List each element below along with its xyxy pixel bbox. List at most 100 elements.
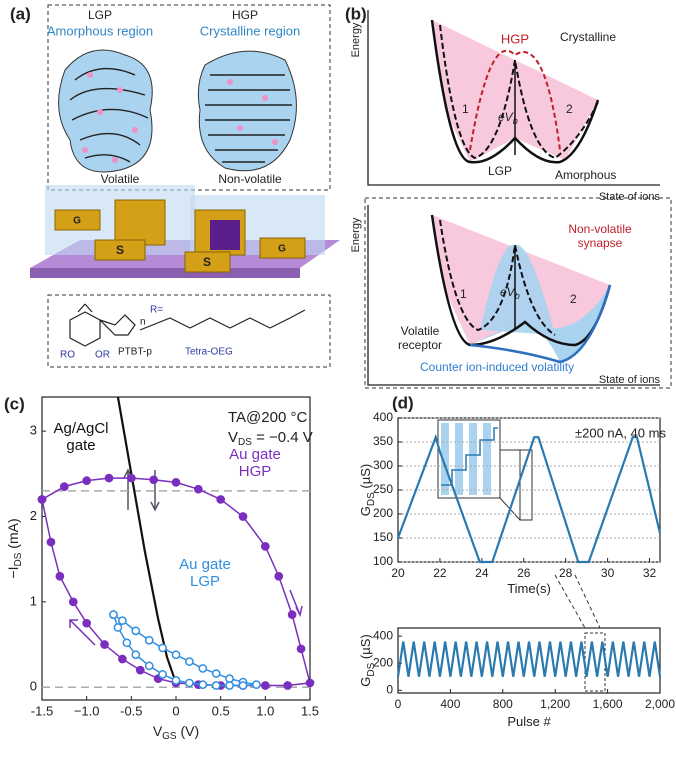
hgp-label: HGP: [232, 8, 258, 22]
polymer-label: PTBT-p: [118, 347, 152, 358]
point: [46, 537, 56, 547]
x-tick-label: 30: [601, 566, 615, 580]
inset-steps: [441, 427, 498, 486]
volatility-curve: [469, 284, 612, 364]
energy-curve: [430, 214, 612, 347]
y-tick-label: 400: [373, 628, 393, 642]
x-tick-label: −1.0: [74, 703, 100, 718]
series-line: [112, 614, 257, 687]
y-tick-label: 200: [373, 506, 393, 520]
lgp-label: LGP: [488, 164, 512, 178]
ylabel-part: DS: [366, 662, 377, 676]
panel-b-top: Energy State of ions HGP Crystalline 1 2…: [350, 10, 661, 203]
sweep-arrows: [69, 589, 303, 646]
y-tick-label: 400: [373, 410, 393, 424]
point: [149, 475, 159, 485]
annotation_vds-part: V: [228, 429, 238, 446]
y-tick-label: 150: [373, 530, 393, 544]
ions: [82, 72, 278, 163]
point: [131, 626, 141, 636]
gate-label: G: [278, 244, 286, 255]
barrier-label: eVb: [498, 110, 518, 126]
xlabel-part: (V): [177, 723, 200, 739]
plot-frame: [397, 627, 661, 694]
x-tick-label: 2,000: [645, 697, 675, 711]
counter-label: Counter ion-induced volatility: [420, 360, 574, 374]
point: [158, 643, 167, 653]
state-label: State of ions: [599, 191, 661, 203]
y-tick-label: 0: [386, 682, 393, 696]
point: [118, 654, 127, 664]
x-tick-label: 22: [433, 566, 447, 580]
chem-box: [47, 294, 331, 368]
point: [296, 644, 306, 654]
x-tick-label: 1,200: [540, 697, 570, 711]
x-tick-label: 0.5: [212, 703, 230, 718]
point: [171, 650, 181, 660]
panel-label: (a): [10, 4, 31, 23]
barrier-text: eV: [500, 285, 516, 299]
ylabel-part: (µS): [358, 634, 373, 662]
x-tick-label: 32: [643, 566, 657, 580]
well-1: 1: [460, 287, 467, 301]
panel-a: LGP HGP Amorphous region Crystalline reg…: [30, 4, 340, 368]
source-label: S: [116, 243, 124, 257]
y-tick-label: 350: [373, 434, 393, 448]
axes: [367, 10, 660, 186]
sweep-arrows: [123, 468, 160, 512]
or-label: OR: [95, 350, 110, 361]
xlabel-part: Time(s): [507, 581, 551, 596]
point: [37, 495, 47, 504]
inset-stripes: [441, 423, 491, 495]
crystalline-label: Crystalline: [560, 30, 616, 44]
y-tick-label: 2: [30, 508, 37, 523]
ylabel: GDS (µS): [358, 464, 376, 516]
xlabel-part: Pulse #: [507, 714, 551, 729]
blue-region: [470, 285, 610, 362]
y-tick-label: 100: [373, 554, 393, 568]
hgp-label: HGP: [501, 31, 529, 46]
point: [211, 681, 221, 690]
ylabel-part: (mA): [5, 518, 21, 552]
point: [185, 678, 194, 688]
energy-label: Energy: [350, 217, 362, 252]
energy-label: Energy: [350, 22, 362, 57]
crystalline-blob: [197, 50, 297, 172]
nonvolatile-label: Non-volatile: [218, 172, 282, 186]
panel-b-bottom: Energy State of ions Non-volatile synapse…: [350, 197, 672, 389]
point: [68, 597, 78, 607]
point: [274, 571, 284, 581]
ylabel-part: DS: [13, 552, 24, 566]
panel-label: (d): [392, 393, 414, 412]
point: [225, 681, 234, 690]
dashed-curve: [439, 219, 556, 336]
x-tick-label: 1,600: [593, 697, 623, 711]
ylabel: −IDS (mA): [5, 518, 24, 578]
receptor-label: Volatile receptor: [398, 324, 442, 352]
zoom-box: [47, 4, 331, 191]
chart: 0 1 2 3 -1.5 −1.0 -0.5 0 0.5 1.0 1.5: [30, 396, 319, 718]
ylabel-part: G: [358, 677, 373, 687]
amorphous-blob: [58, 49, 153, 173]
synapse-label: Non-volatile synapse: [568, 222, 632, 250]
y-tick-label: 0: [30, 679, 37, 694]
ylabel-part: G: [358, 506, 373, 516]
point: [260, 681, 270, 690]
series-line: [116, 396, 178, 684]
xlabel-part: GS: [162, 731, 177, 742]
xlabel: VGS (V): [153, 723, 199, 742]
source-label: S: [203, 255, 211, 269]
x-tick-label: 400: [440, 697, 460, 711]
point: [185, 657, 194, 666]
amorphous-label: Amorphous region: [47, 23, 153, 38]
panel-box: [364, 197, 672, 389]
point: [198, 664, 208, 673]
panel-label: (c): [4, 394, 25, 413]
x-tick-label: 20: [391, 566, 405, 580]
point: [260, 542, 270, 551]
well-2: 2: [570, 292, 577, 306]
xlabel: Time(s): [507, 581, 551, 596]
dashed-curve: [439, 24, 599, 160]
